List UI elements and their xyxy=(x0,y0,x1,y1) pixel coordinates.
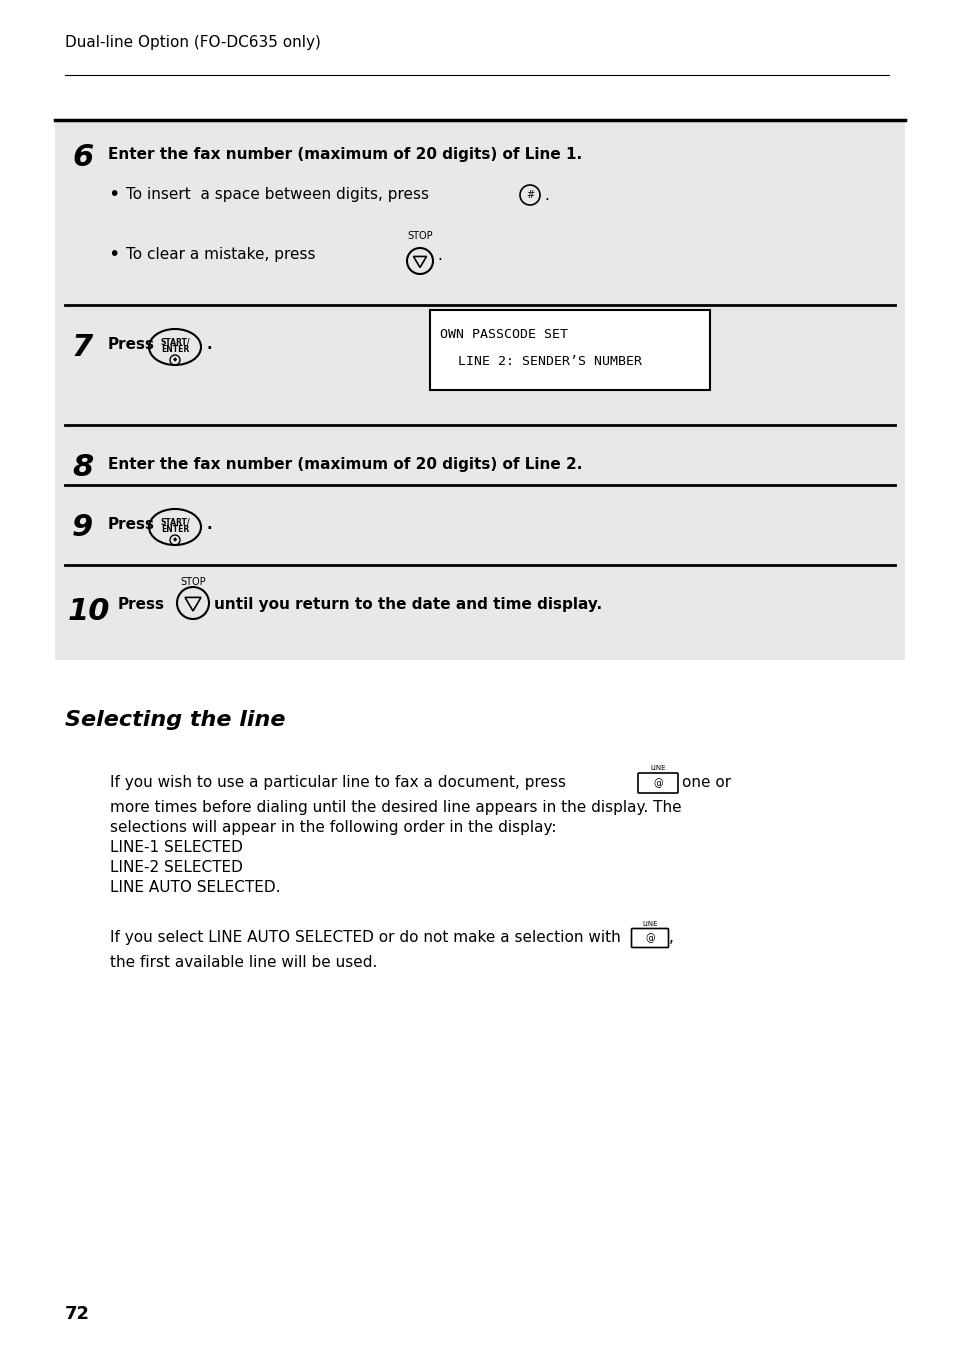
Text: Selecting the line: Selecting the line xyxy=(65,710,285,730)
Text: LINE-2 SELECTED: LINE-2 SELECTED xyxy=(110,860,243,875)
Text: one or: one or xyxy=(681,775,730,790)
Text: Press: Press xyxy=(108,337,154,352)
Text: ◆: ◆ xyxy=(172,538,177,542)
Text: Press: Press xyxy=(118,598,165,612)
Text: START/: START/ xyxy=(160,338,190,346)
Text: Enter the fax number (maximum of 20 digits) of Line 1.: Enter the fax number (maximum of 20 digi… xyxy=(108,147,581,162)
Text: Press: Press xyxy=(108,516,154,531)
Text: •: • xyxy=(108,246,119,265)
Text: LINE: LINE xyxy=(650,765,665,771)
FancyBboxPatch shape xyxy=(430,310,709,389)
Text: @: @ xyxy=(644,933,654,942)
Text: Dual-line Option (FO-DC635 only): Dual-line Option (FO-DC635 only) xyxy=(65,35,320,50)
Text: the first available line will be used.: the first available line will be used. xyxy=(110,955,377,969)
Text: 9: 9 xyxy=(71,512,93,542)
Text: 6: 6 xyxy=(71,143,93,172)
Text: STOP: STOP xyxy=(407,231,433,241)
Text: 7: 7 xyxy=(71,333,93,362)
Text: .: . xyxy=(207,337,213,352)
Text: more times before dialing until the desired line appears in the display. The: more times before dialing until the desi… xyxy=(110,800,680,815)
Text: If you select LINE AUTO SELECTED or do not make a selection with: If you select LINE AUTO SELECTED or do n… xyxy=(110,930,620,945)
Text: ,: , xyxy=(668,930,673,945)
Text: To clear a mistake, press: To clear a mistake, press xyxy=(126,247,315,262)
Text: LINE AUTO SELECTED.: LINE AUTO SELECTED. xyxy=(110,880,280,895)
Text: selections will appear in the following order in the display:: selections will appear in the following … xyxy=(110,821,556,836)
FancyBboxPatch shape xyxy=(638,773,678,794)
Text: .: . xyxy=(543,188,548,203)
Text: LINE-1 SELECTED: LINE-1 SELECTED xyxy=(110,840,243,854)
Text: until you return to the date and time display.: until you return to the date and time di… xyxy=(213,598,601,612)
Text: ◆: ◆ xyxy=(172,357,177,362)
Text: If you wish to use a particular line to fax a document, press: If you wish to use a particular line to … xyxy=(110,775,565,790)
Text: LINE: LINE xyxy=(641,921,657,926)
Text: To insert  a space between digits, press: To insert a space between digits, press xyxy=(126,188,429,203)
Text: .: . xyxy=(436,247,441,262)
Text: OWN PASSCODE SET: OWN PASSCODE SET xyxy=(439,329,567,341)
Text: @: @ xyxy=(653,777,662,788)
Text: Enter the fax number (maximum of 20 digits) of Line 2.: Enter the fax number (maximum of 20 digi… xyxy=(108,457,581,472)
Text: 72: 72 xyxy=(65,1305,90,1324)
Text: #: # xyxy=(525,191,534,200)
Text: 10: 10 xyxy=(68,598,111,626)
Text: ENTER: ENTER xyxy=(161,526,189,534)
Text: ENTER: ENTER xyxy=(161,346,189,354)
Text: STOP: STOP xyxy=(180,577,206,587)
Text: START/: START/ xyxy=(160,518,190,526)
Text: •: • xyxy=(108,185,119,204)
Text: .: . xyxy=(207,516,213,531)
FancyBboxPatch shape xyxy=(631,929,668,948)
Text: 8: 8 xyxy=(71,453,93,483)
FancyBboxPatch shape xyxy=(55,120,904,660)
Text: LINE 2: SENDER’S NUMBER: LINE 2: SENDER’S NUMBER xyxy=(457,356,641,368)
